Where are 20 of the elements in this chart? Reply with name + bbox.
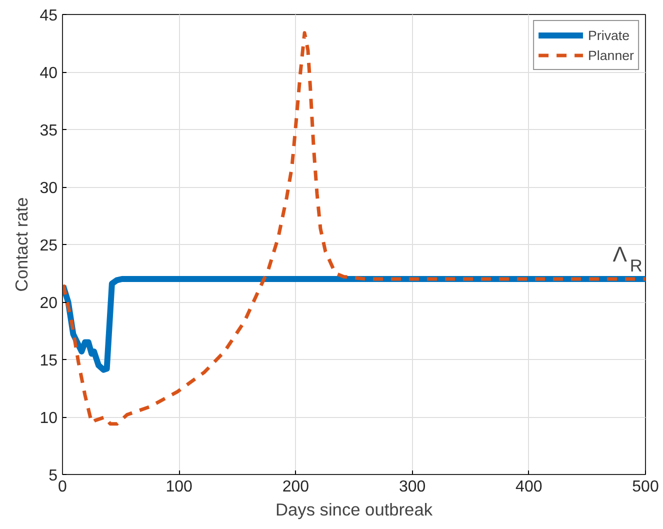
y-tick-label: 40: [40, 65, 58, 82]
legend-label: Planner: [588, 48, 634, 62]
x-tick-label: 200: [282, 478, 310, 496]
y-tick-label: 10: [40, 410, 58, 427]
y-axis-title: Contact rate: [12, 197, 32, 292]
x-axis-title: Days since outbreak: [276, 500, 433, 520]
y-tick-label: 30: [40, 180, 58, 197]
y-tick-label: 25: [40, 238, 58, 254]
line-series: [62, 31, 646, 426]
x-tick-label: 0: [58, 478, 68, 496]
y-tick-label: 20: [40, 295, 58, 312]
y-tick-label: 35: [40, 122, 58, 140]
x-tick-label: 100: [166, 478, 193, 496]
x-tick-label: 500: [632, 478, 659, 496]
x-tick-label: 400: [516, 478, 542, 496]
y-tick-label: 5: [48, 468, 58, 484]
x-tick-label: 300: [398, 478, 426, 496]
legend-label: Private: [588, 28, 630, 42]
y-tick-label: 45: [40, 8, 58, 24]
y-tick-label: 15: [40, 352, 58, 370]
